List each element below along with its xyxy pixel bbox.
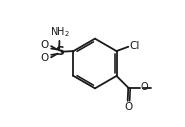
- Text: NH$_2$: NH$_2$: [51, 25, 70, 39]
- Text: Cl: Cl: [130, 41, 140, 51]
- Text: O: O: [41, 41, 49, 51]
- Text: O: O: [125, 102, 133, 112]
- Text: S: S: [55, 45, 64, 58]
- Text: O: O: [41, 53, 49, 63]
- Text: O: O: [140, 82, 148, 92]
